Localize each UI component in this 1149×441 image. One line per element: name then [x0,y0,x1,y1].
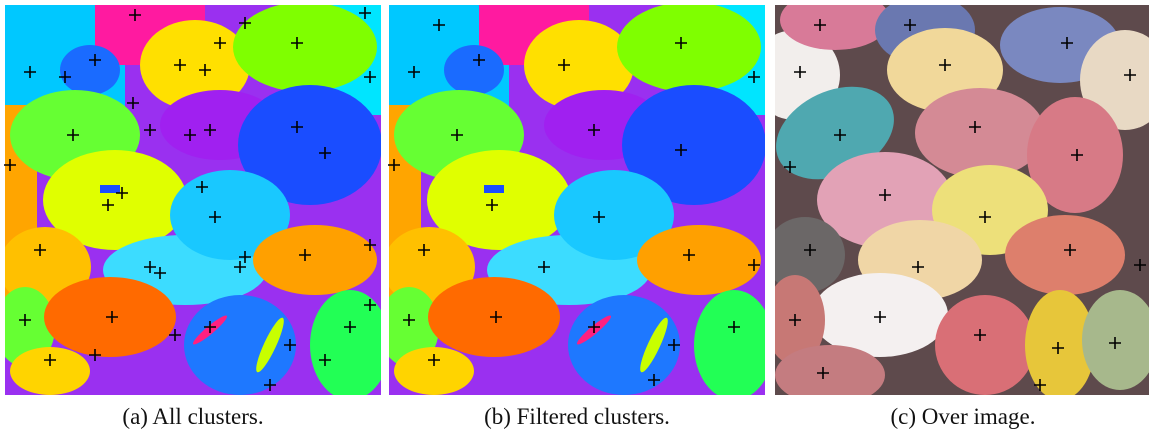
caption: (a) All clusters. [5,404,381,430]
figure: (a) All clusters. (b) Filtered clusters.… [0,0,1149,441]
caption: (b) Filtered clusters. [389,404,765,430]
caption: (c) Over image. [775,404,1149,430]
figure-panels [0,0,1149,400]
panel-all-clusters [0,2,390,400]
panel-filtered-clusters [379,2,774,400]
panel-over-image [750,0,1149,400]
